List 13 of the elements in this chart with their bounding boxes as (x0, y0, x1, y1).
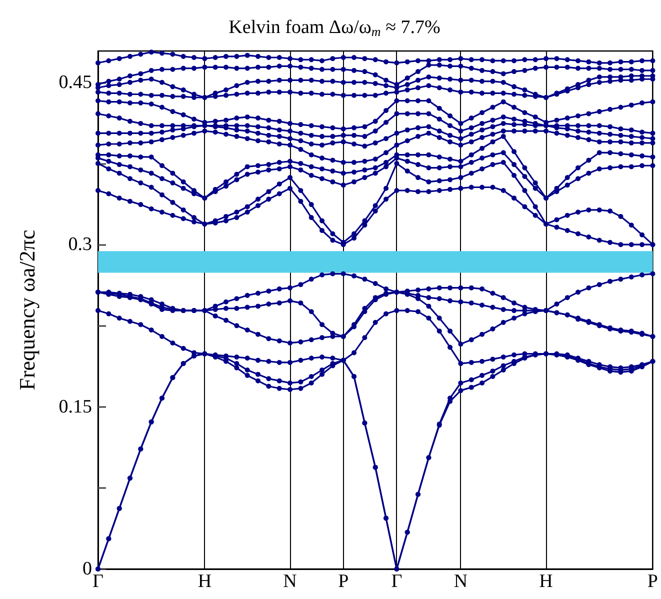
x-tick-label: H (198, 571, 212, 592)
x-tick-label: H (539, 571, 554, 592)
x-tick-label: N (454, 571, 468, 592)
x-tick-label: Γ (92, 571, 104, 592)
x-tick-label: P (647, 571, 658, 592)
y-tick-label: 0.15 (58, 396, 92, 418)
y-tick-label: 0 (82, 558, 92, 580)
x-tick-label: N (283, 571, 298, 592)
x-tick-label: P (338, 571, 349, 592)
y-tick-label: 0.3 (68, 234, 92, 256)
x-tick-label: Γ (391, 571, 402, 592)
y-axis-title: Frequency ωa/2πc (14, 229, 40, 390)
y-tick-label: 0.45 (58, 72, 92, 93)
